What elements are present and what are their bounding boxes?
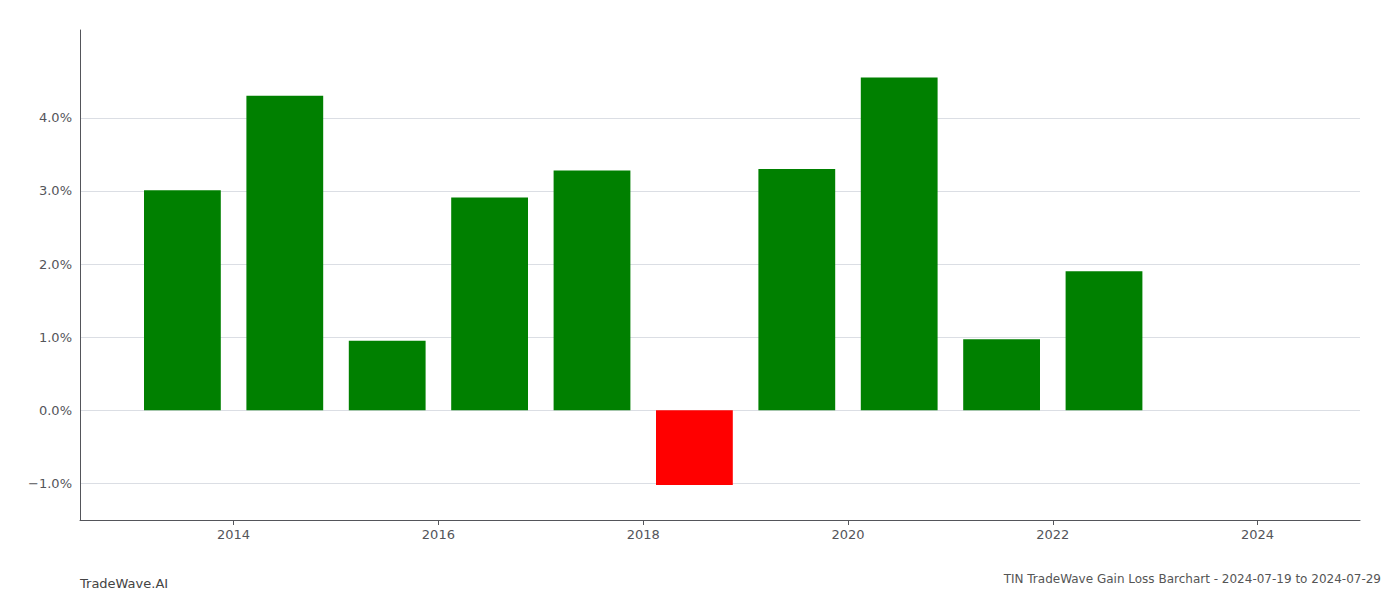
svg-text:4.0%: 4.0%	[39, 110, 72, 125]
svg-text:0.0%: 0.0%	[39, 403, 72, 418]
svg-text:2014: 2014	[217, 527, 250, 542]
svg-text:2024: 2024	[1241, 527, 1274, 542]
svg-text:2020: 2020	[831, 527, 864, 542]
svg-text:2016: 2016	[422, 527, 455, 542]
svg-text:1.0%: 1.0%	[39, 330, 72, 345]
svg-text:TIN TradeWave Gain Loss Barcha: TIN TradeWave Gain Loss Barchart - 2024-…	[1003, 572, 1381, 586]
svg-text:2022: 2022	[1036, 527, 1069, 542]
svg-text:2.0%: 2.0%	[39, 257, 72, 272]
svg-text:3.0%: 3.0%	[39, 183, 72, 198]
svg-text:2018: 2018	[627, 527, 660, 542]
svg-text:TradeWave.AI: TradeWave.AI	[79, 576, 168, 591]
svg-text:−1.0%: −1.0%	[28, 476, 72, 491]
